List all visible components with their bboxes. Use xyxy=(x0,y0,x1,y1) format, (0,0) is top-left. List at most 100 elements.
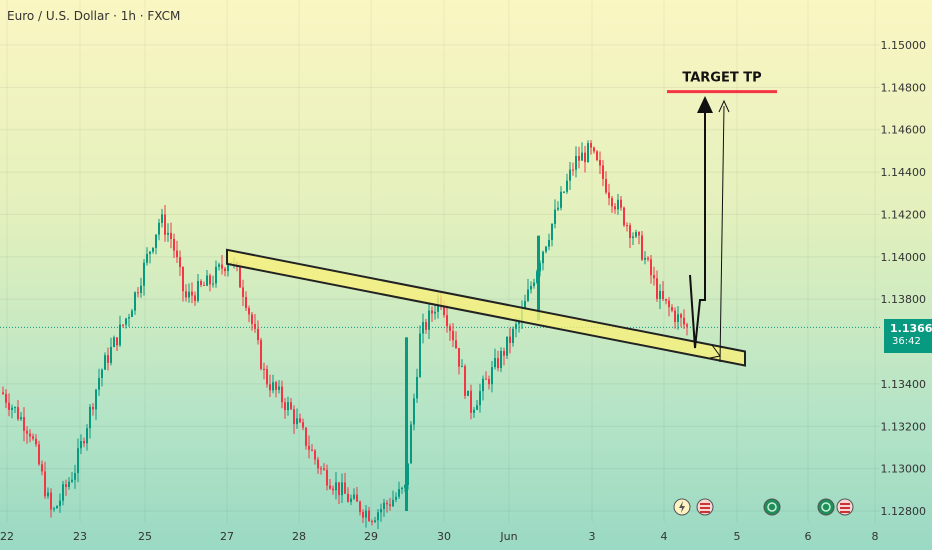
candle-body xyxy=(131,310,133,318)
candle-body xyxy=(596,151,598,161)
candle-body xyxy=(395,496,397,500)
candle-body xyxy=(494,358,496,368)
candle-body xyxy=(164,214,166,235)
x-tick-label: 5 xyxy=(734,530,741,543)
x-tick-label: 6 xyxy=(805,530,812,543)
candle-body xyxy=(260,340,262,369)
projection-thin-line xyxy=(719,105,725,363)
candle-body xyxy=(380,509,382,513)
candle-body xyxy=(405,337,408,511)
candle-body xyxy=(575,155,577,170)
candle-body xyxy=(122,324,124,326)
candle-body xyxy=(638,232,640,236)
candle-body xyxy=(107,355,109,363)
event-icons[interactable] xyxy=(673,498,854,516)
candle-body xyxy=(266,369,268,385)
candle-body xyxy=(149,251,151,255)
candle-body xyxy=(452,330,454,341)
candle-body xyxy=(569,169,571,181)
candle-body xyxy=(659,290,661,299)
candle-body xyxy=(500,350,502,369)
x-tick-label: 28 xyxy=(292,530,306,543)
globe-event-icon[interactable] xyxy=(817,498,835,516)
candle-body xyxy=(479,391,481,406)
candle-body xyxy=(251,314,253,325)
x-tick-label: 23 xyxy=(73,530,87,543)
candle-body xyxy=(23,417,25,431)
candle-body xyxy=(614,206,616,210)
projection-path xyxy=(689,104,706,349)
candle-body xyxy=(542,251,544,264)
candle-body xyxy=(578,155,580,161)
y-tick-label: 1.14000 xyxy=(881,251,927,264)
y-tick-label: 1.13200 xyxy=(881,420,927,433)
us-flag-event-icon[interactable] xyxy=(836,498,854,516)
candle-body xyxy=(629,225,631,239)
candle-body xyxy=(488,379,490,385)
chart-title: Euro / U.S. Dollar · 1h · FXCM xyxy=(7,9,181,23)
candle-body xyxy=(584,152,586,163)
candle-body xyxy=(617,199,619,210)
globe-event-icon[interactable] xyxy=(763,498,781,516)
candle-body xyxy=(464,366,466,396)
candle-body xyxy=(548,240,550,247)
candle-body xyxy=(581,152,583,161)
x-tick-label: Jun xyxy=(499,530,517,543)
candle-body xyxy=(275,382,277,390)
y-tick-label: 1.13800 xyxy=(881,293,927,306)
candle-body xyxy=(665,298,667,301)
candle-body xyxy=(32,436,34,439)
candle-body xyxy=(674,310,676,322)
candle-body xyxy=(74,473,76,480)
candle-body xyxy=(284,402,286,411)
candle-body xyxy=(413,398,415,425)
candle-body xyxy=(257,328,259,341)
candle-body xyxy=(434,311,436,314)
candle-body xyxy=(281,386,283,403)
candle-body xyxy=(188,291,190,298)
candle-body xyxy=(518,321,520,325)
candle-body xyxy=(212,283,214,285)
candle-body xyxy=(419,333,421,378)
candle-body xyxy=(119,324,121,346)
candle-body xyxy=(29,433,31,437)
candle-body xyxy=(323,468,325,470)
candle-body xyxy=(608,192,610,199)
candle-body xyxy=(623,207,625,226)
price-axis[interactable]: 1.15000 1.14800 1.14600 1.14400 1.14200 1.140… xyxy=(881,39,927,518)
candle-body xyxy=(308,445,310,450)
arrow-tail xyxy=(709,344,721,359)
candle-body xyxy=(2,392,4,394)
candle-body xyxy=(470,390,472,413)
candle-body xyxy=(179,257,181,268)
candle-body xyxy=(398,489,400,497)
candle-body xyxy=(572,169,574,171)
candle-body xyxy=(299,418,301,423)
candle-body xyxy=(89,406,91,429)
candle-body xyxy=(530,286,532,290)
candle-body xyxy=(101,369,103,378)
candle-body xyxy=(602,165,604,179)
us-flag-event-icon[interactable] xyxy=(696,498,714,516)
candle-body xyxy=(17,407,19,420)
candle-body xyxy=(320,468,322,470)
candle-body xyxy=(62,484,64,501)
candle-body xyxy=(128,317,130,319)
candle-body xyxy=(650,259,652,276)
candle-body xyxy=(20,417,22,420)
candle-body xyxy=(626,225,628,227)
candle-body xyxy=(338,482,340,496)
candle-body xyxy=(473,409,475,413)
candle-body xyxy=(389,504,391,507)
candle-body xyxy=(209,275,211,285)
candle-body xyxy=(26,430,28,434)
time-axis[interactable]: 22 23 25 27 28 29 30 Jun 3 4 5 6 8 xyxy=(0,530,879,543)
lightning-event-icon[interactable] xyxy=(673,498,691,516)
candle-body xyxy=(191,291,193,296)
candle-body xyxy=(50,492,52,510)
arrow-head xyxy=(697,96,713,113)
candle-body xyxy=(77,448,79,474)
candle-body xyxy=(371,521,373,523)
candle-body xyxy=(59,500,61,507)
